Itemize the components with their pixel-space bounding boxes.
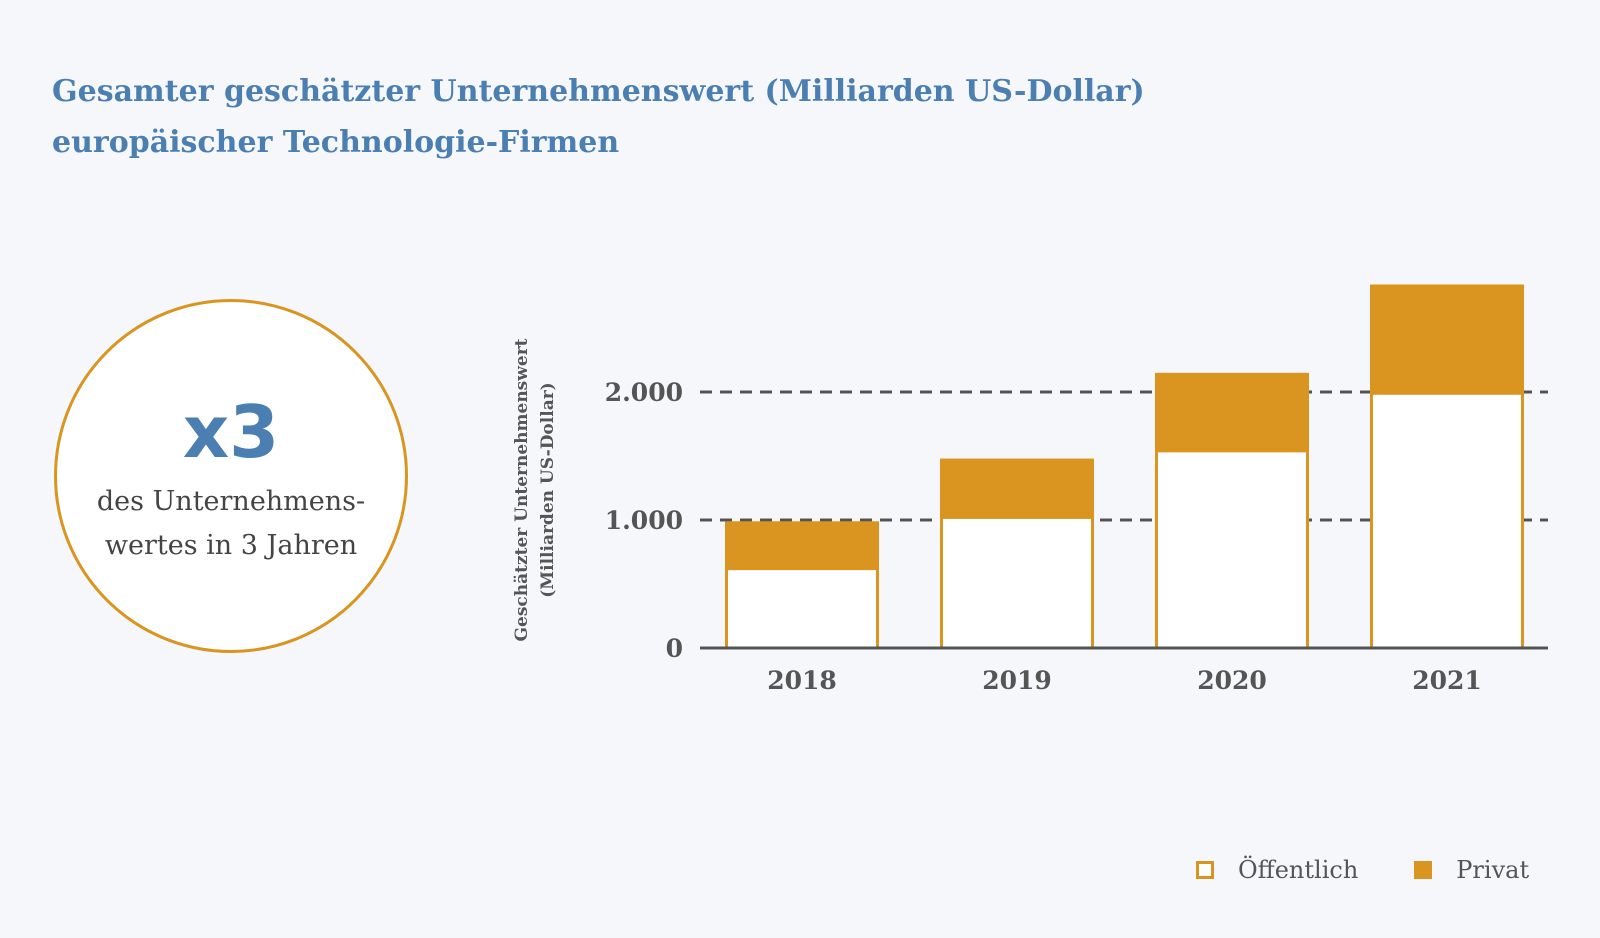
bar-public-2018	[725, 567, 879, 650]
bar-private-2018	[725, 521, 879, 569]
x-tick-label-2021: 2021	[1412, 666, 1482, 695]
x-tick-label-2020: 2020	[1197, 666, 1267, 695]
axes: 2018 2019 2020 2021 0 1.000 2.000	[605, 378, 1548, 695]
y-axis-label-line2: (Milliarden US-Dollar)	[538, 382, 558, 597]
chart-title-line2: europäischer Technologie-Firmen	[52, 125, 620, 160]
legend-item-public: Öffentlich	[1196, 856, 1358, 884]
bars	[725, 284, 1524, 650]
legend: Öffentlich Privat	[1196, 856, 1529, 884]
y-axis-label-line1: Geschätzter Unternehmenswert	[512, 338, 532, 641]
legend-label-private: Privat	[1456, 856, 1530, 884]
legend-item-private: Privat	[1414, 856, 1529, 884]
bar-private-2020	[1155, 372, 1309, 451]
legend-swatch-public	[1196, 861, 1214, 879]
bar-public-2019	[940, 515, 1094, 650]
x-tick-label-2018: 2018	[767, 666, 837, 695]
x-tick-label-2019: 2019	[982, 666, 1052, 695]
chart-title-line1: Gesamter geschätzter Unternehmenswert (M…	[52, 74, 1145, 109]
highlight-multiplier: x3	[182, 390, 280, 474]
bar-private-2019	[940, 458, 1094, 518]
legend-label-public: Öffentlich	[1238, 856, 1359, 884]
bar-private-2021	[1370, 284, 1524, 394]
highlight-caption: des Unternehmens- wertes in 3 Jahren	[57, 480, 405, 568]
legend-swatch-private	[1414, 861, 1433, 879]
highlight-circle: x3 des Unternehmens- wertes in 3 Jahren	[54, 299, 408, 653]
y-tick-label-2000: 2.000	[605, 378, 683, 407]
highlight-caption-line2: wertes in 3 Jahren	[104, 530, 358, 561]
y-tick-label-1000: 1.000	[605, 506, 683, 535]
highlight-caption-line1: des Unternehmens-	[96, 486, 366, 517]
chart-title: Gesamter geschätzter Unternehmenswert (M…	[52, 66, 1145, 168]
bar-public-2021	[1370, 391, 1524, 650]
bar-public-2020	[1155, 449, 1309, 650]
y-tick-label-0: 0	[666, 634, 683, 663]
